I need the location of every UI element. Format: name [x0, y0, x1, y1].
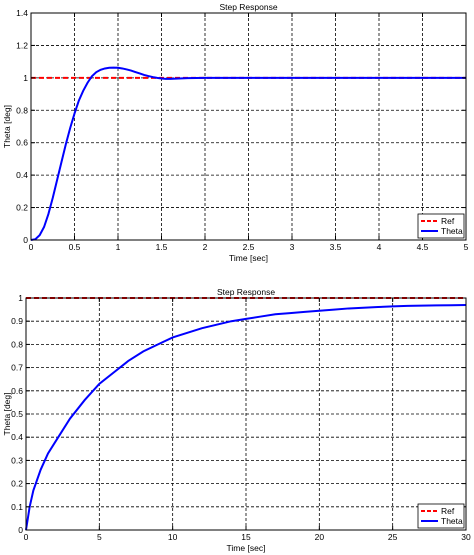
x-tick-label: 25: [388, 532, 398, 542]
y-tick-label: 0.8: [11, 339, 23, 349]
chart-title: Step Response: [219, 2, 277, 12]
y-tick-label: 0.2: [11, 479, 23, 489]
chart-title: Step Response: [217, 287, 275, 297]
y-tick-label: 1: [18, 293, 23, 303]
y-tick-label: 0.6: [11, 386, 23, 396]
x-tick-label: 10: [168, 532, 178, 542]
y-tick-label: 0.5: [11, 409, 23, 419]
x-tick-label: 5: [464, 242, 469, 252]
y-tick-label: 0.2: [16, 203, 28, 213]
y-tick-label: 0.8: [16, 105, 28, 115]
x-axis-label: Time [sec]: [229, 253, 268, 263]
x-tick-label: 5: [97, 532, 102, 542]
x-tick-label: 30: [461, 532, 471, 542]
y-tick-label: 0.4: [16, 170, 28, 180]
legend-label-theta: Theta: [441, 516, 463, 526]
x-tick-label: 15: [241, 532, 251, 542]
x-tick-label: 2: [203, 242, 208, 252]
y-tick-label: 0.7: [11, 363, 23, 373]
series-line-theta: [25, 303, 467, 531]
x-tick-label: 20: [315, 532, 325, 542]
y-tick-label: 0.3: [11, 455, 23, 465]
y-tick-label: 1: [23, 73, 28, 83]
x-tick-label: 3.5: [330, 242, 342, 252]
x-tick-label: 2.5: [243, 242, 255, 252]
chart-1: 0 0.5 1 1.5 2 2.5 3 3.5 4 4.5 5 0 0.2 0.4 0.6 0.8 1 1.2 1.…: [2, 2, 469, 263]
legend-label-theta: Theta: [441, 226, 463, 236]
y-tick-label: 0.9: [11, 316, 23, 326]
y-tick-label: 1.2: [16, 40, 28, 50]
legend-label-ref: Ref: [441, 216, 455, 226]
x-tick-label: 0: [24, 532, 29, 542]
x-axis-label: Time [sec]: [227, 543, 266, 553]
y-axis-label: Theta [deg]: [2, 105, 12, 148]
y-tick-label: 0: [18, 525, 23, 535]
series-line-theta: [30, 66, 466, 241]
y-tick-label: 0.6: [16, 138, 28, 148]
y-axis-label: Theta [deg]: [2, 392, 12, 435]
legend-label-ref: Ref: [441, 506, 455, 516]
x-tick-label: 4.5: [417, 242, 429, 252]
x-tick-label: 0: [29, 242, 34, 252]
y-tick-label: 0.4: [11, 432, 23, 442]
legend-box: [417, 213, 465, 239]
x-tick-label: 1.5: [156, 242, 168, 252]
legend-box: [417, 503, 465, 529]
x-tick-label: 1: [116, 242, 121, 252]
y-tick-label: 1.4: [16, 8, 28, 18]
y-tick-label: 0: [23, 235, 28, 245]
x-tick-label: 0.5: [69, 242, 81, 252]
y-tick-label: 0.1: [11, 502, 23, 512]
x-tick-label: 3: [290, 242, 295, 252]
x-tick-label: 4: [377, 242, 382, 252]
chart-2: 0 5 10 15 20 25 30 0 0.1 0.2 0.3 0.4 0.5 0.6 0.7 0.8 0.9…: [2, 287, 471, 553]
